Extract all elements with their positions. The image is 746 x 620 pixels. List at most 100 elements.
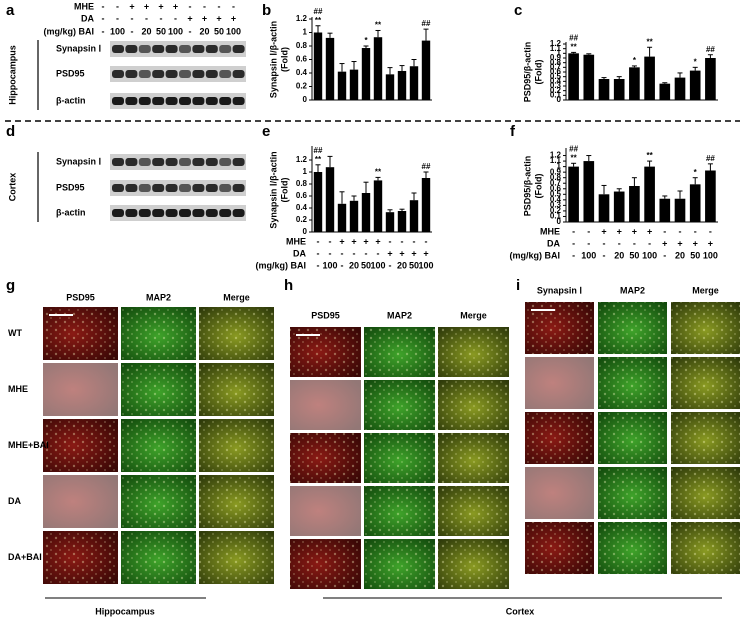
micrograph-texture — [199, 419, 274, 472]
blot-band — [192, 209, 205, 217]
y-tick-label: 0.4 — [296, 203, 308, 212]
bar — [409, 66, 419, 100]
condition-cell: - — [663, 226, 666, 236]
condition-label: (mg/kg) BAI — [510, 250, 561, 260]
blot-band — [179, 158, 191, 166]
y-tick-label: 0.9 — [550, 167, 562, 176]
micrograph-texture — [671, 302, 740, 354]
micrograph-texture — [598, 412, 667, 464]
bar — [385, 212, 395, 232]
y-tick-label: 0 — [303, 95, 308, 104]
y-tick-label: 0.8 — [550, 173, 562, 182]
y-tick-label: 1 — [303, 167, 308, 176]
blot-band — [138, 45, 151, 53]
column-header: PSD95 — [311, 310, 340, 320]
micrograph — [525, 467, 594, 519]
condition-label: (mg/kg) BAI — [44, 26, 95, 36]
condition-cell: 50 — [690, 250, 700, 260]
micrograph — [43, 363, 118, 416]
blot-band — [138, 209, 151, 217]
bar — [644, 166, 655, 222]
blot-band — [112, 158, 124, 166]
bar — [409, 200, 419, 232]
row-label: MHE — [8, 384, 28, 394]
bar — [705, 170, 716, 222]
blot-band — [152, 158, 165, 166]
y-axis-label: (Fold) — [279, 178, 289, 203]
significance: * — [364, 36, 368, 45]
blot-band — [165, 158, 178, 166]
micrograph — [290, 380, 361, 430]
micrograph-texture — [364, 380, 435, 430]
condition-label: MHE — [74, 1, 94, 11]
blot-band — [112, 184, 124, 192]
y-axis-label: (Fold) — [533, 60, 543, 85]
bar — [325, 167, 335, 232]
significance: ** — [570, 43, 577, 52]
condition-cell: - — [709, 226, 712, 236]
significance: ** — [375, 21, 382, 30]
micrograph-texture — [290, 539, 361, 589]
column-header: Merge — [460, 310, 487, 320]
condition-cell: 20 — [675, 250, 685, 260]
panel-letter: a — [6, 2, 15, 19]
condition-cell: - — [218, 1, 221, 11]
bar — [397, 211, 407, 232]
condition-cell: + — [601, 226, 606, 236]
condition-cell: - — [189, 26, 192, 36]
micrograph-texture — [364, 539, 435, 589]
condition-cell: + — [231, 13, 236, 23]
condition-cell: - — [232, 1, 235, 11]
bar — [385, 74, 395, 100]
condition-cell: + — [339, 236, 344, 246]
micrograph-texture — [199, 531, 274, 584]
significance: * — [633, 56, 637, 65]
bar — [629, 67, 640, 100]
micrograph-texture — [438, 327, 509, 377]
significance: ** — [315, 155, 322, 164]
column-header: PSD95 — [66, 292, 95, 302]
panel-letter: d — [6, 123, 15, 140]
condition-cell: - — [572, 226, 575, 236]
micrograph-texture — [438, 380, 509, 430]
blot-band — [232, 45, 245, 53]
y-tick-label: 0.6 — [296, 191, 308, 200]
bar — [583, 161, 595, 222]
condition-cell: + — [187, 13, 192, 23]
condition-cell: - — [317, 236, 320, 246]
significance: * — [694, 57, 698, 66]
bar — [373, 180, 383, 232]
region-label: Hippocampus — [7, 45, 17, 105]
blot-band — [205, 45, 218, 53]
blot-band — [165, 209, 178, 217]
blot-band — [232, 97, 245, 105]
micrograph-texture — [671, 357, 740, 409]
bar — [598, 79, 610, 100]
micrograph-texture — [364, 433, 435, 483]
micrograph-texture — [438, 539, 509, 589]
protein-label: Synapsin Ⅰ — [56, 43, 101, 53]
y-axis-label: Synapsin Ⅰ/β-actin — [268, 21, 278, 98]
blot-band — [205, 209, 218, 217]
bar — [421, 40, 431, 100]
condition-label: DA — [81, 13, 94, 23]
y-tick-label: 0 — [303, 227, 308, 236]
y-tick-label: 0.5 — [550, 189, 562, 198]
significance: ## — [314, 146, 323, 155]
blot-band — [152, 97, 165, 105]
y-tick-label: 0.4 — [550, 76, 562, 85]
blot-band — [125, 158, 138, 166]
condition-cell: - — [389, 236, 392, 246]
condition-cell: + — [632, 226, 637, 236]
condition-cell: - — [145, 13, 148, 23]
bar — [598, 194, 610, 222]
condition-cell: 100 — [226, 26, 241, 36]
bar — [337, 203, 347, 232]
blot-band — [165, 184, 178, 192]
footer-label: Hippocampus — [95, 606, 155, 616]
micrograph — [43, 475, 118, 528]
condition-cell: - — [341, 260, 344, 270]
condition-cell: - — [365, 248, 368, 258]
condition-cell: 100 — [110, 26, 125, 36]
y-tick-label: 0.8 — [296, 41, 308, 50]
